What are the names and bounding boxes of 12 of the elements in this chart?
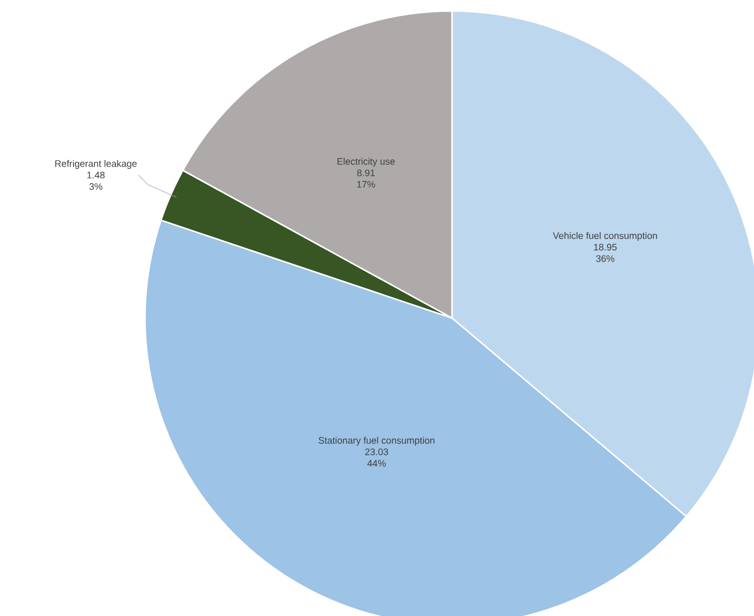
slice-label: Stationary fuel consumption: [318, 436, 434, 446]
text: 3%: [89, 183, 102, 190]
data-label: 18.95: [594, 244, 617, 250]
text: 44%: [367, 460, 386, 467]
data-label: 23.03: [365, 448, 388, 456]
slice-label: Electricity use: [338, 158, 395, 167]
text: 36%: [596, 255, 614, 262]
data-label: 8.91: [357, 169, 375, 176]
slice-label: Vehicle fuel consumption: [552, 232, 657, 241]
text: 17%: [357, 180, 376, 188]
slice-label: Refrigerant leakage: [55, 160, 137, 169]
data-label: 1.48: [87, 172, 105, 178]
